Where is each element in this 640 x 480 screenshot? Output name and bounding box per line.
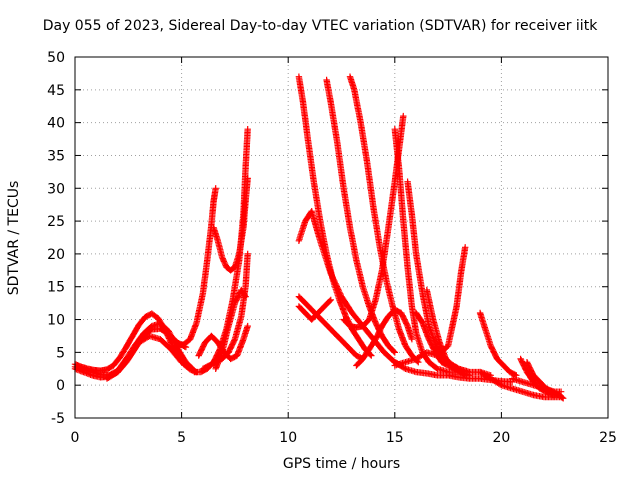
- series-track-19: [391, 126, 473, 379]
- y-axis-label: SDTVAR / TECUs: [6, 180, 22, 296]
- y-tick-label: 45: [47, 83, 65, 99]
- y-tick-label: 10: [47, 313, 65, 329]
- series-track-16: [295, 296, 334, 323]
- data-points: [353, 306, 416, 369]
- data-points: [508, 375, 565, 395]
- series-track-13: [346, 73, 422, 366]
- data-points: [103, 332, 185, 382]
- x-tick-label: 5: [177, 430, 186, 446]
- y-tick-label: 25: [47, 214, 65, 230]
- data-points: [476, 309, 520, 379]
- plot-frame: [74, 56, 609, 419]
- y-tick-label: 40: [47, 116, 65, 132]
- series-track-10: [212, 286, 249, 372]
- x-tick-label: 20: [492, 430, 510, 446]
- series-track-15: [295, 293, 366, 363]
- data-points: [295, 208, 405, 369]
- data-points: [295, 293, 366, 363]
- series-track-18: [353, 306, 416, 369]
- y-tick-label: 20: [47, 247, 65, 263]
- series-track-23: [391, 244, 469, 369]
- data-points: [391, 244, 469, 369]
- series-track-25: [476, 309, 520, 379]
- x-tick-label: 0: [71, 430, 80, 446]
- series-track-14: [295, 208, 405, 369]
- y-tick-label: 15: [47, 280, 65, 296]
- data-points: [391, 126, 473, 379]
- series-track-4: [103, 332, 185, 382]
- x-tick-label: 15: [386, 430, 404, 446]
- data-points: [212, 286, 249, 372]
- y-tick-label: 35: [47, 148, 65, 164]
- x-axis-label: GPS time / hours: [282, 456, 401, 472]
- data-points: [346, 73, 422, 366]
- x-tick-label: 25: [599, 430, 617, 446]
- axis-ticks: 0 5 10 15 20 25 -5 0 5 10 15 20 25 30 35 40 45 50: [47, 50, 617, 446]
- chart-title: Day 055 of 2023, Sidereal Day-to-day VTE…: [42, 18, 598, 34]
- grid: [75, 57, 608, 418]
- y-tick-label: -5: [51, 411, 65, 427]
- y-tick-label: 50: [47, 50, 65, 66]
- y-tick-label: 30: [47, 181, 65, 197]
- series-track-29: [508, 375, 565, 395]
- y-tick-label: 0: [56, 378, 65, 394]
- data-points: [295, 296, 334, 323]
- series-track-5: [174, 185, 219, 349]
- data-points: [174, 185, 219, 349]
- x-tick-label: 10: [279, 430, 297, 446]
- y-tick-label: 5: [56, 345, 65, 361]
